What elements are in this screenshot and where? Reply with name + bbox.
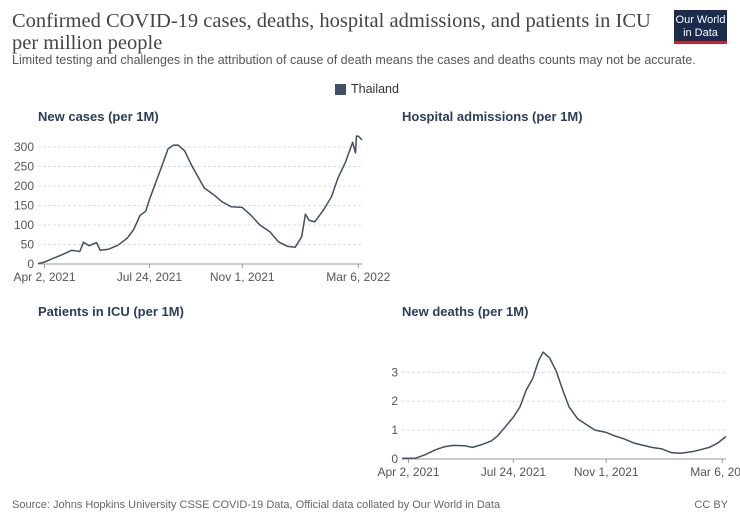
logo-line-2: in Data (683, 27, 718, 39)
y-tick-label: 0 (391, 452, 398, 466)
y-gridlines (402, 371, 726, 431)
y-tick-label: 2 (391, 394, 398, 408)
x-tick-label: Apr 2, 2021 (13, 270, 75, 284)
y-tick-label: 100 (14, 218, 34, 232)
panel-title-new-deaths: New deaths (per 1M) (402, 304, 528, 319)
y-tick-labels: 0 50 100 150 200 250 300 (14, 140, 34, 271)
y-tick-label: 200 (14, 179, 34, 193)
series-line-thailand-deaths[interactable] (401, 351, 727, 460)
y-tick-label: 250 (14, 160, 34, 174)
y-tick-label: 50 (21, 238, 35, 252)
x-tick-labels: Apr 2, 2021 Jul 24, 2021 Nov 1, 2021 Mar 6,… (13, 264, 391, 284)
y-tick-labels: 0 1 2 3 (391, 365, 398, 466)
panel-hospital-admissions: Hospital admissions (per 1M) (402, 109, 583, 124)
y-tick-label: 0 (27, 257, 34, 271)
y-tick-label: 300 (14, 140, 34, 154)
panel-new-deaths: New deaths (per 1M) 0 1 2 3 Apr 2, 2021 Jul … (377, 304, 740, 479)
chart-title: Confirmed COVID-19 cases, deaths, hospit… (12, 10, 651, 54)
x-tick-label: Jul 24, 2021 (481, 465, 547, 479)
x-tick-label: Mar 6, 2022 (326, 270, 390, 284)
x-tick-label: Apr 2, 2021 (377, 465, 439, 479)
x-tick-label: Mar 6, 2022 (690, 465, 740, 479)
source-note[interactable]: Source: Johns Hopkins University CSSE CO… (12, 499, 501, 511)
panel-new-cases: New cases (per 1M) 0 50 100 150 200 250 300 Ap… (13, 109, 390, 284)
license-link[interactable]: CC BY (694, 499, 728, 511)
panel-title-hospital-admissions: Hospital admissions (per 1M) (402, 109, 583, 124)
owid-logo[interactable]: Our World in Data (674, 10, 727, 44)
x-tick-labels: Apr 2, 2021 Jul 24, 2021 Nov 1, 2021 Mar 6,… (377, 459, 740, 479)
series-line-thailand-cases[interactable] (37, 135, 363, 265)
panel-title-new-cases: New cases (per 1M) (38, 109, 159, 124)
y-gridlines (38, 146, 362, 245)
x-tick-label: Nov 1, 2021 (574, 465, 639, 479)
panel-patients-icu: Patients in ICU (per 1M) (38, 304, 184, 319)
x-tick-label: Nov 1, 2021 (210, 270, 275, 284)
y-tick-label: 3 (391, 365, 398, 379)
y-tick-label: 1 (391, 423, 398, 437)
legend-swatch (335, 83, 346, 95)
legend[interactable]: Thailand (335, 82, 399, 96)
x-tick-label: Jul 24, 2021 (117, 270, 183, 284)
legend-label: Thailand (351, 82, 399, 96)
logo-line-1: Our World (675, 14, 726, 26)
chart-subtitle: Limited testing and challenges in the at… (12, 53, 696, 67)
y-tick-label: 150 (14, 199, 34, 213)
panel-title-patients-icu: Patients in ICU (per 1M) (38, 304, 184, 319)
